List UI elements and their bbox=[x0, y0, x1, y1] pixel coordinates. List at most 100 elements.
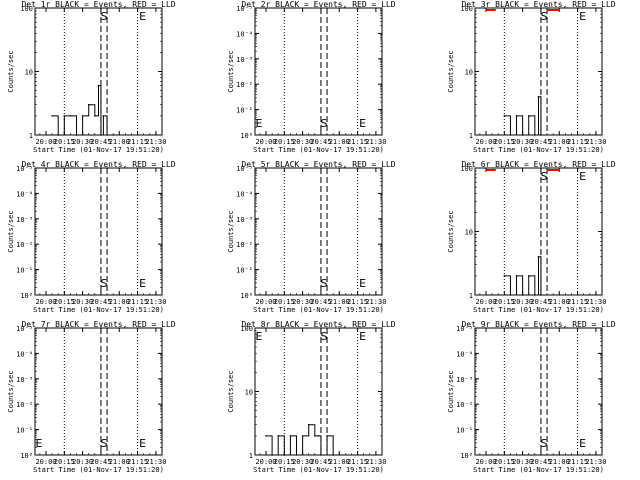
events-data-point bbox=[301, 435, 304, 437]
x-tick-label: 21:30 bbox=[145, 138, 166, 146]
x-tick-label: 21:15 bbox=[567, 298, 588, 306]
y-tick-label: 10⁻³ bbox=[16, 216, 33, 224]
y-axis-label: Counts/sec bbox=[227, 210, 235, 252]
x-axis-label: Start Time (01-Nov-17 19:51:20) bbox=[33, 306, 164, 314]
events-data-point bbox=[57, 134, 60, 136]
x-tick-label: 20:45 bbox=[310, 298, 331, 306]
x-tick-label: 20:00 bbox=[475, 138, 496, 146]
y-tick-label: 10⁻² bbox=[236, 81, 253, 89]
events-data-point bbox=[515, 275, 518, 277]
y-tick-label: 10⁻³ bbox=[236, 56, 253, 64]
x-tick-label: 20:00 bbox=[475, 298, 496, 306]
y-tick-label: 10⁻² bbox=[236, 241, 253, 249]
events-data-point bbox=[534, 134, 536, 136]
x-axis-label: Start Time (01-Nov-17 19:51:20) bbox=[473, 146, 604, 154]
x-axis-label: Start Time (01-Nov-17 19:51:20) bbox=[473, 466, 604, 474]
y-tick-label: 10 bbox=[245, 389, 253, 397]
x-tick-label: 20:15 bbox=[274, 298, 295, 306]
x-tick-label: 21:15 bbox=[347, 458, 368, 466]
panel-title: Det 3r BLACK = Events, RED = LLD bbox=[461, 0, 615, 9]
end-marker: E bbox=[36, 437, 43, 450]
y-tick-label: 10⁻² bbox=[456, 401, 473, 409]
events-series-line bbox=[504, 256, 542, 296]
y-tick-label: 1 bbox=[469, 292, 473, 300]
y-tick-label: 10⁻⁵ bbox=[456, 325, 473, 333]
events-data-point bbox=[265, 435, 267, 437]
events-data-point bbox=[527, 115, 530, 117]
y-tick-label: 1 bbox=[469, 132, 473, 140]
x-tick-label: 21:15 bbox=[127, 138, 148, 146]
x-tick-label: 20:15 bbox=[54, 458, 75, 466]
y-axis-label: Counts/sec bbox=[447, 210, 455, 252]
y-tick-label: 10⁻⁴ bbox=[16, 190, 33, 198]
end-marker: E bbox=[256, 117, 263, 130]
x-tick-label: 21:00 bbox=[109, 138, 130, 146]
x-tick-label: 20:30 bbox=[292, 138, 313, 146]
x-tick-label: 21:00 bbox=[549, 458, 570, 466]
x-tick-label: 21:00 bbox=[329, 298, 350, 306]
x-tick-label: 20:30 bbox=[72, 458, 93, 466]
plot-frame bbox=[34, 327, 163, 456]
x-tick-label: 20:30 bbox=[512, 138, 533, 146]
y-axis-label: Counts/sec bbox=[7, 370, 15, 412]
x-tick-label: 20:45 bbox=[310, 138, 331, 146]
y-tick-label: 10⁻³ bbox=[236, 216, 253, 224]
x-axis-label: Start Time (01-Nov-17 19:51:20) bbox=[33, 466, 164, 474]
x-tick-label: 21:00 bbox=[109, 298, 130, 306]
start-marker: S bbox=[541, 170, 548, 183]
panel-det-6: Det 6r BLACK = Events, RED = LLD 1 10 100 20… bbox=[447, 160, 616, 314]
events-data-point bbox=[63, 115, 66, 117]
events-data-point bbox=[521, 134, 524, 136]
panel-title: Det 7r BLACK = Events, RED = LLD bbox=[21, 320, 175, 329]
y-tick-label: 10 bbox=[465, 229, 473, 237]
events-series-line bbox=[265, 424, 334, 456]
panel-title: Det 9r BLACK = Events, RED = LLD bbox=[461, 320, 615, 329]
panel-det-4: Det 4r BLACK = Events, RED = LLD 10⁰ 10⁻¹ 1… bbox=[7, 160, 176, 314]
x-tick-label: 20:15 bbox=[494, 458, 515, 466]
y-tick-label: 10⁻⁵ bbox=[16, 165, 33, 173]
events-data-point bbox=[112, 134, 114, 136]
events-data-point bbox=[100, 134, 102, 136]
y-axis-label: Counts/sec bbox=[227, 370, 235, 412]
y-axis-label: Counts/sec bbox=[447, 370, 455, 412]
x-tick-label: 21:30 bbox=[365, 298, 386, 306]
y-tick-label: 10⁻⁴ bbox=[16, 350, 33, 358]
events-data-point bbox=[317, 435, 320, 437]
end-marker: E bbox=[579, 170, 586, 183]
x-tick-label: 21:00 bbox=[329, 138, 350, 146]
x-tick-label: 20:45 bbox=[90, 298, 111, 306]
end-marker: E bbox=[256, 330, 263, 343]
events-data-point bbox=[503, 115, 506, 117]
events-data-point bbox=[326, 435, 328, 437]
panel-det-9: Det 9r BLACK = Events, RED = LLD 10⁰ 10⁻¹ 1… bbox=[447, 320, 616, 474]
end-marker: E bbox=[579, 437, 586, 450]
y-tick-label: 100 bbox=[460, 5, 473, 13]
events-data-point bbox=[527, 275, 530, 277]
x-axis-label: Start Time (01-Nov-17 19:51:20) bbox=[253, 306, 384, 314]
panel-title: Det 5r BLACK = Events, RED = LLD bbox=[241, 160, 395, 169]
events-data-point bbox=[537, 95, 540, 98]
x-tick-label: 21:15 bbox=[567, 138, 588, 146]
x-tick-label: 20:15 bbox=[54, 298, 75, 306]
x-tick-label: 21:30 bbox=[585, 138, 606, 146]
panel-title: Det 4r BLACK = Events, RED = LLD bbox=[21, 160, 175, 169]
plot-frame bbox=[254, 167, 383, 296]
x-tick-label: 20:30 bbox=[512, 458, 533, 466]
events-data-point bbox=[320, 454, 322, 456]
x-tick-label: 20:45 bbox=[530, 298, 551, 306]
events-data-point bbox=[515, 115, 518, 117]
start-marker: S bbox=[321, 277, 328, 290]
y-tick-label: 10⁻³ bbox=[456, 376, 473, 384]
end-marker: E bbox=[579, 10, 586, 23]
y-tick-label: 10⁻² bbox=[16, 241, 33, 249]
start-marker: S bbox=[321, 330, 328, 343]
events-data-point bbox=[106, 134, 108, 136]
x-tick-label: 20:15 bbox=[54, 138, 75, 146]
x-tick-label: 21:15 bbox=[127, 298, 148, 306]
y-axis-label: Counts/sec bbox=[227, 50, 235, 92]
y-tick-label: 100 bbox=[460, 165, 473, 173]
events-data-point bbox=[102, 115, 105, 117]
plot-frame bbox=[34, 167, 163, 296]
end-marker: E bbox=[359, 277, 366, 290]
